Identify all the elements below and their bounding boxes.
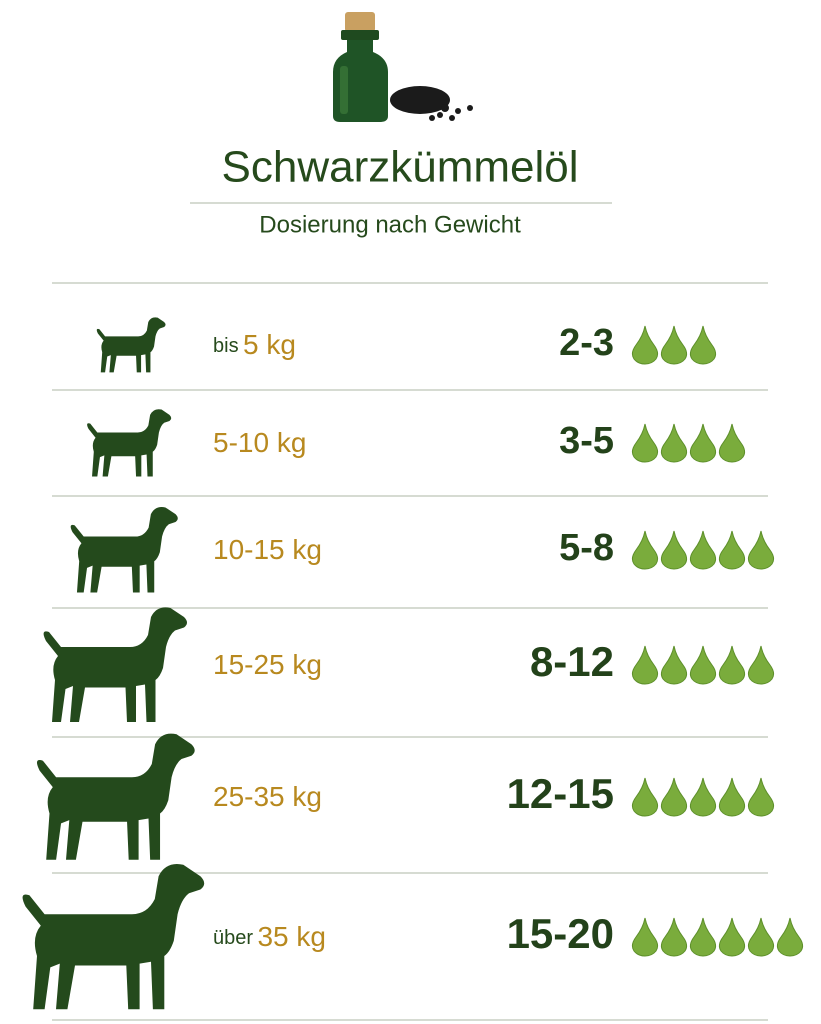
drop xyxy=(631,777,659,817)
weight-label: 15-25 kg xyxy=(213,649,322,680)
weight-value: 5 kg xyxy=(243,329,296,360)
subtitle: Dosierung nach Gewicht xyxy=(259,211,521,238)
weight-value: 15-25 kg xyxy=(213,649,322,680)
dog-icon xyxy=(96,317,166,373)
drop xyxy=(689,917,717,957)
dose-value: 8-12 xyxy=(530,638,614,685)
dose-value: 12-15 xyxy=(507,770,614,817)
drop xyxy=(718,917,746,957)
weight-value: 5-10 kg xyxy=(213,427,306,458)
weight-prefix: bis xyxy=(213,335,239,357)
rows: bis 5 kg 2-3 5-10 kg 3-5 10-15 kg 5-8 15-25 kg… xyxy=(22,317,804,1021)
drop xyxy=(631,530,659,570)
drop xyxy=(689,325,717,365)
weight-label: 25-35 kg xyxy=(213,781,322,812)
dose-value: 2-3 xyxy=(559,322,614,364)
drop xyxy=(631,325,659,365)
drop xyxy=(631,423,659,463)
drop xyxy=(689,530,717,570)
weight-label: über 35 kg xyxy=(213,921,326,952)
drop xyxy=(660,777,688,817)
dog-icon xyxy=(36,733,195,860)
drop xyxy=(631,917,659,957)
dose-value: 15-20 xyxy=(507,910,614,957)
drop xyxy=(660,917,688,957)
drop xyxy=(718,530,746,570)
weight-value: 35 kg xyxy=(257,921,326,952)
drop xyxy=(660,530,688,570)
drop xyxy=(747,645,775,685)
drop xyxy=(747,530,775,570)
dose-value: 3-5 xyxy=(559,420,614,462)
dog-icon xyxy=(22,864,205,1010)
drop xyxy=(718,777,746,817)
drop xyxy=(660,325,688,365)
drop xyxy=(689,777,717,817)
weight-prefix: über xyxy=(213,927,253,949)
drop xyxy=(660,645,688,685)
drop xyxy=(689,645,717,685)
drop xyxy=(718,423,746,463)
drop xyxy=(660,423,688,463)
weight-label: 10-15 kg xyxy=(213,534,322,565)
weight-value: 10-15 kg xyxy=(213,534,322,565)
dog-icon xyxy=(43,607,187,722)
title: Schwarzkümmelöl xyxy=(222,143,579,192)
weight-label: 5-10 kg xyxy=(213,427,306,458)
dose-value: 5-8 xyxy=(559,527,614,569)
drop xyxy=(747,777,775,817)
weight-value: 25-35 kg xyxy=(213,781,322,812)
dog-icon xyxy=(87,409,172,477)
drop xyxy=(631,645,659,685)
drop xyxy=(689,423,717,463)
dog-icon xyxy=(70,506,178,593)
drop xyxy=(776,917,804,957)
drop xyxy=(718,645,746,685)
weight-label: bis 5 kg xyxy=(213,329,296,360)
drop xyxy=(747,917,775,957)
bottle-icon xyxy=(333,12,473,122)
